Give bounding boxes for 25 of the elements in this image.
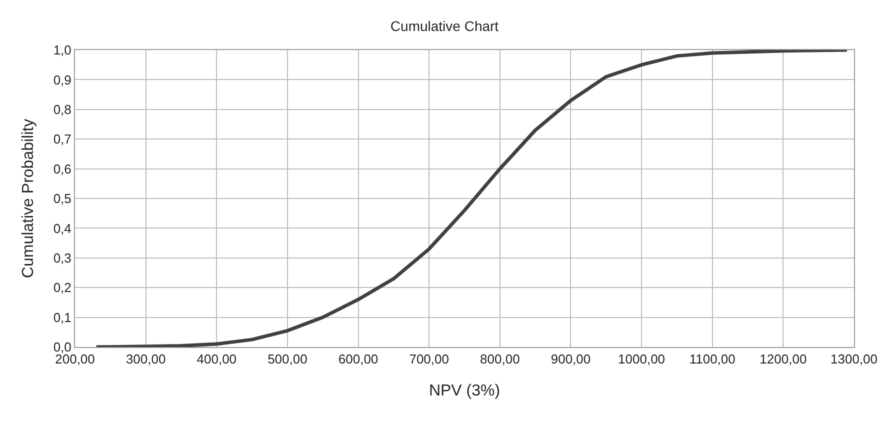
x-tick-label: 1200,00: [760, 352, 807, 367]
x-tick-label: 500,00: [268, 352, 308, 367]
y-tick-label: 1,0: [53, 42, 72, 58]
x-axis-title: NPV (3%): [428, 382, 500, 400]
y-tick-label: 0,2: [53, 280, 72, 296]
x-tick-label: 900,00: [550, 352, 591, 367]
x-tick-label: 400,00: [196, 352, 237, 367]
y-tick-label: 0,9: [53, 72, 72, 88]
x-tick-label: 300,00: [126, 352, 166, 367]
y-tick-label: 0,5: [53, 191, 72, 206]
x-tick-label: 800,00: [480, 352, 520, 367]
chart-title: Cumulative Chart: [390, 18, 499, 34]
y-tick-label: 0,4: [53, 220, 72, 236]
x-tick-label: 600,00: [338, 352, 378, 367]
x-tick-label: 700,00: [409, 352, 449, 367]
y-tick-label: 0,8: [53, 102, 72, 117]
x-tick-label: 1300,00: [830, 352, 878, 367]
x-tick-label: 1100,00: [689, 352, 736, 367]
y-tick-label: 0,3: [53, 250, 72, 266]
y-axis-title: Cumulative Probability: [20, 118, 38, 278]
line-series: [94, 50, 849, 347]
y-tick-label: 0,6: [53, 161, 72, 176]
y-tick-label: 0,1: [53, 310, 72, 325]
y-tick-label: 0,7: [53, 132, 72, 147]
x-tick-label: 1000,00: [618, 352, 666, 367]
